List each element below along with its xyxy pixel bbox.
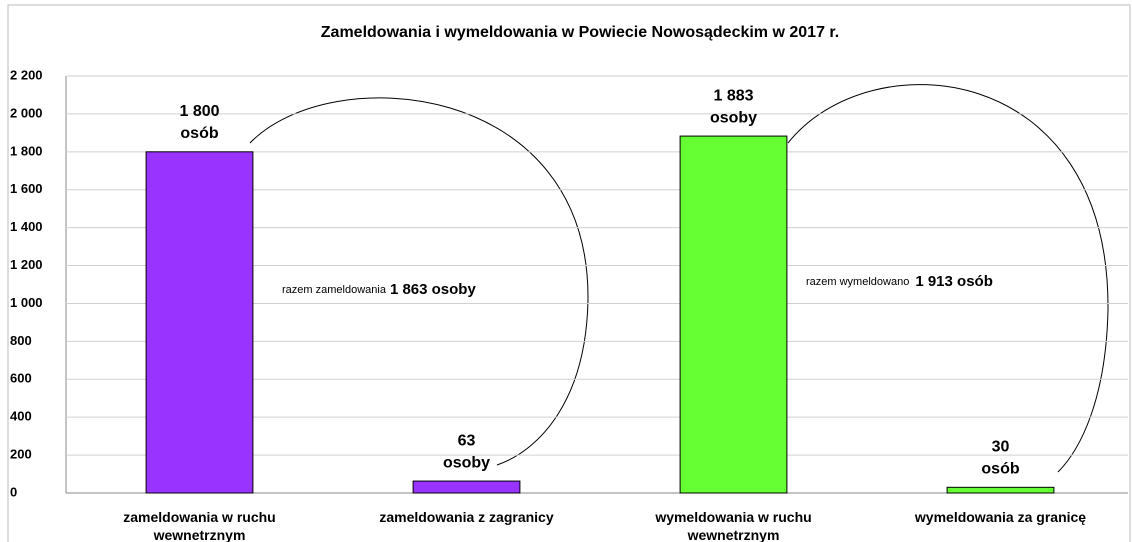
value-label: 63 — [458, 432, 476, 449]
annotation: razem wymeldowano 1 913 osób — [806, 273, 993, 290]
y-tick-label: 600 — [10, 371, 32, 386]
y-tick-label: 1 600 — [10, 181, 43, 196]
x-tick-label: zameldowania w ruchu wewnetrznym — [123, 509, 276, 542]
y-tick-label: 2 200 — [10, 67, 43, 82]
y-tick-label: 1 400 — [10, 219, 43, 234]
y-tick-label: 400 — [10, 409, 32, 424]
annotation-value: 1 913 osób — [915, 273, 993, 290]
y-tick-label: 1 800 — [10, 143, 43, 158]
value-label: osób — [981, 461, 1019, 478]
x-tick-label: zameldowania z zagranicy — [379, 509, 554, 525]
y-tick-label: 200 — [10, 447, 32, 462]
y-tick-label: 2 000 — [10, 105, 43, 120]
value-label: 1 883 — [713, 87, 753, 104]
bar — [412, 480, 521, 494]
value-label: osób — [180, 125, 218, 142]
chart-border — [7, 4, 1131, 542]
y-tick-label: 1 000 — [10, 295, 43, 310]
x-tick-label: wymeldowania w ruchu wewnetrznym — [655, 509, 812, 542]
y-tick-label: 800 — [10, 333, 32, 348]
value-label: osoby — [710, 109, 757, 126]
bar — [679, 135, 788, 494]
annotation-value: 1 863 osoby — [390, 281, 477, 298]
connector-arc — [787, 84, 1109, 473]
value-label: 30 — [992, 439, 1010, 456]
y-tick-label: 0 — [10, 484, 17, 499]
bar — [145, 151, 254, 494]
value-label: 1 800 — [179, 103, 219, 120]
annotation-text: razem zameldowania — [282, 284, 387, 296]
y-tick-label: 1 200 — [10, 257, 43, 272]
x-tick-label: wymeldowania za granicę — [914, 509, 1087, 525]
chart-title: Zameldowania i wymeldowania w Powiecie N… — [321, 24, 839, 41]
value-label: osoby — [443, 454, 490, 471]
annotation: razem zameldowania 1 863 osoby — [282, 281, 476, 298]
annotation-text: razem wymeldowano — [806, 276, 909, 288]
connector-arc — [249, 97, 589, 466]
bar — [946, 486, 1055, 494]
